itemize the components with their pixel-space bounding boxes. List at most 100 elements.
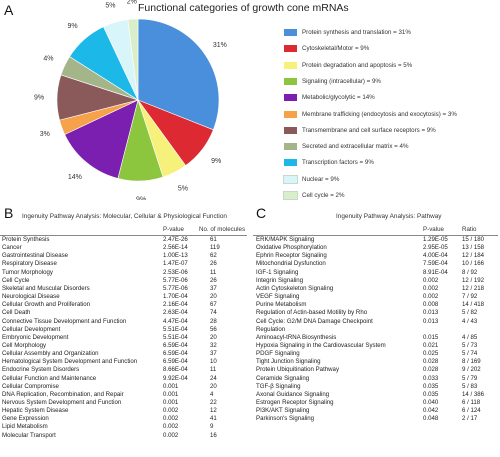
legend-label: Secreted and extracellular matrix = 4% xyxy=(302,143,409,151)
function-table-header-count: No. of molecules xyxy=(199,226,246,233)
table-cell-name: Nervous System Development and Function xyxy=(2,399,122,406)
pie-slice-label: 5% xyxy=(178,186,188,193)
table-cell-pvalue: 0.040 xyxy=(423,399,439,406)
table-cell-value: 9 xyxy=(210,423,214,431)
function-table-row: Connective Tissue Development and Functi… xyxy=(0,318,500,326)
table-cell-value: 37 xyxy=(210,284,217,292)
table-cell-name: ERK/MAPK Signaling xyxy=(256,236,315,243)
legend-item: Metabolic/glycolytic = 14% xyxy=(284,92,375,103)
table-cell-value: 15 / 180 xyxy=(462,236,485,243)
table-cell-value: 14 / 418 xyxy=(462,301,485,309)
table-cell-name: Gene Expression xyxy=(2,415,49,423)
legend-label: Signaling (intracellular) = 9% xyxy=(302,77,381,85)
table-cell-value: 14 / 386 xyxy=(462,390,485,398)
table-cell-pvalue: 0.002 xyxy=(423,293,439,301)
table-cell-pvalue: 2.47E-26 xyxy=(163,236,188,243)
function-table-row: Gastrointestinal Disease 1.00E-13 62 xyxy=(0,252,500,260)
table-cell-name: Axonal Guidance Signaling xyxy=(256,390,330,398)
table-cell-pvalue: 0.001 xyxy=(163,382,179,390)
pie-slice-label: 31% xyxy=(213,42,227,49)
legend-label: Nuclear = 9% xyxy=(302,175,340,183)
table-cell-value: 41 xyxy=(210,415,217,423)
table-cell-name: Integrin Signaling xyxy=(256,276,304,284)
legend-item: Membrane trafficking (endocytosis and ex… xyxy=(284,109,457,120)
table-cell-pvalue: 1.47E-07 xyxy=(163,260,188,268)
table-cell-value: 12 xyxy=(210,407,217,415)
function-table-row: Protein Synthesis 2.47E-26 61 xyxy=(0,236,500,244)
legend-item: Cytoskeletal/Motor = 9% xyxy=(284,43,369,54)
table-cell-value: 26 xyxy=(210,276,217,284)
table-cell-name: Neurological Disease xyxy=(2,293,60,301)
table-cell-pvalue: 0.028 xyxy=(423,358,439,366)
table-cell-name: Mitochondrial Dysfunction xyxy=(256,260,326,268)
table-cell-name: Aminoacyl-tRNA Biosynthesis xyxy=(256,333,337,341)
table-cell-pvalue: 2.56E-14 xyxy=(163,244,188,252)
legend-swatch xyxy=(284,61,297,69)
table-cell-value: 10 / 166 xyxy=(462,260,485,268)
table-cell-value: 62 xyxy=(210,252,217,260)
pathway-table-row: TGF-β Signaling 0.035 5 / 83 xyxy=(0,383,500,391)
pie-legend: Protein synthesis and translation = 31% C… xyxy=(278,0,500,200)
legend-label: Transcription factors = 9% xyxy=(302,159,374,167)
table-cell-pvalue: 0.002 xyxy=(423,276,439,284)
pathway-table-header-ratio: Ratio xyxy=(462,226,477,233)
legend-item: Transcription factors = 9% xyxy=(284,157,374,168)
table-cell-value: 56 xyxy=(210,325,217,333)
table-cell-pvalue: 0.002 xyxy=(163,423,179,431)
table-cell-value: 5 / 79 xyxy=(462,374,478,382)
pathway-table-row: PI3K/AKT Signaling 0.042 6 / 124 xyxy=(0,407,500,415)
table-cell-name: Embryonic Development xyxy=(2,333,69,341)
pathway-table-row: IGF-1 Signaling 8.91E-04 8 / 92 xyxy=(0,269,500,277)
table-cell-value: 4 / 43 xyxy=(462,317,478,325)
pie-slice-label: 3% xyxy=(40,131,50,138)
table-cell-name: Cell Morphology xyxy=(2,341,47,349)
table-cell-value: 6 / 124 xyxy=(462,407,481,415)
pie-chart: 31% 9% 5% 9% 14% 3% 9% 4% 9% 5% 2% xyxy=(34,0,227,200)
pathway-table-row: Ceramide Signaling 0.033 5 / 79 xyxy=(0,375,500,383)
pie-slice xyxy=(137,18,220,131)
function-table-row: Neurological Disease 1.70E-04 20 xyxy=(0,293,500,301)
pathway-table-header-pvalue: P-value xyxy=(423,226,444,233)
legend-item: Cell cycle = 2% xyxy=(283,190,344,201)
pie-slice-label: 9% xyxy=(211,158,221,165)
table-cell-pvalue: 0.002 xyxy=(163,407,179,415)
table-cell-pvalue: 0.002 xyxy=(163,415,179,423)
table-cell-pvalue: 0.001 xyxy=(163,399,179,406)
table-cell-name: Cellular Growth and Proliferation xyxy=(2,301,91,309)
table-cell-name: Estrogen Receptor Signaling xyxy=(256,399,334,406)
table-cell-pvalue: 2.16E-04 xyxy=(163,301,188,309)
table-cell-name: Cellular Function and Maintenance xyxy=(2,374,97,382)
table-cell-value: 20 xyxy=(210,333,217,341)
table-cell-pvalue: 4.47E-04 xyxy=(163,317,188,325)
function-table-header-pvalue: P-value xyxy=(163,226,184,233)
table-cell-value: 8 / 169 xyxy=(462,358,481,366)
function-table-row: Skeletal and Muscular Disorders 5.77E-06 3… xyxy=(0,285,500,293)
table-cell-value: 4 / 85 xyxy=(462,333,478,341)
function-table-row: DNA Replication, Recombination, and Repa… xyxy=(0,391,500,399)
table-cell-pvalue: 0.001 xyxy=(163,390,179,398)
table-cell-pvalue: 9.92E-04 xyxy=(163,374,188,382)
pie-slice-label: 9% xyxy=(136,196,146,200)
pie-slice-label: 5% xyxy=(105,2,115,9)
table-cell-pvalue: 0.035 xyxy=(423,390,439,398)
table-cell-value: 5 / 82 xyxy=(462,309,478,317)
table-cell-value: 12 / 218 xyxy=(462,284,485,292)
legend-label: Protein synthesis and translation = 31% xyxy=(302,29,411,36)
table-cell-name: VEGF Signaling xyxy=(256,293,300,301)
table-cell-name: Tumor Morphology xyxy=(2,268,53,276)
table-cell-name: IGF-1 Signaling xyxy=(256,268,299,276)
pie-slice xyxy=(127,18,139,101)
table-cell-pvalue: 6.59E-04 xyxy=(163,358,188,366)
function-table-title: Ingenuity Pathway Analysis: Molecular, C… xyxy=(22,213,227,220)
pathway-table-row: Regulation of Actin-based Motility by Rh… xyxy=(0,309,500,317)
table-cell-name: Cell Cycle: G2/M DNA Damage Checkpoint xyxy=(256,317,373,325)
pie-slice-label: 14% xyxy=(68,174,82,181)
table-cell-name: Connective Tissue Development and Functi… xyxy=(2,317,127,325)
legend-label: Transmembrane and cell surface receptors… xyxy=(302,126,436,134)
table-cell-name: Protein Ubiquitination Pathway xyxy=(256,366,339,374)
table-cell-name: Cellular Development xyxy=(2,325,61,333)
table-cell-value: 2 / 17 xyxy=(462,415,478,423)
table-cell-value: 12 / 184 xyxy=(462,252,485,260)
table-cell-value: 7 / 92 xyxy=(462,293,478,301)
